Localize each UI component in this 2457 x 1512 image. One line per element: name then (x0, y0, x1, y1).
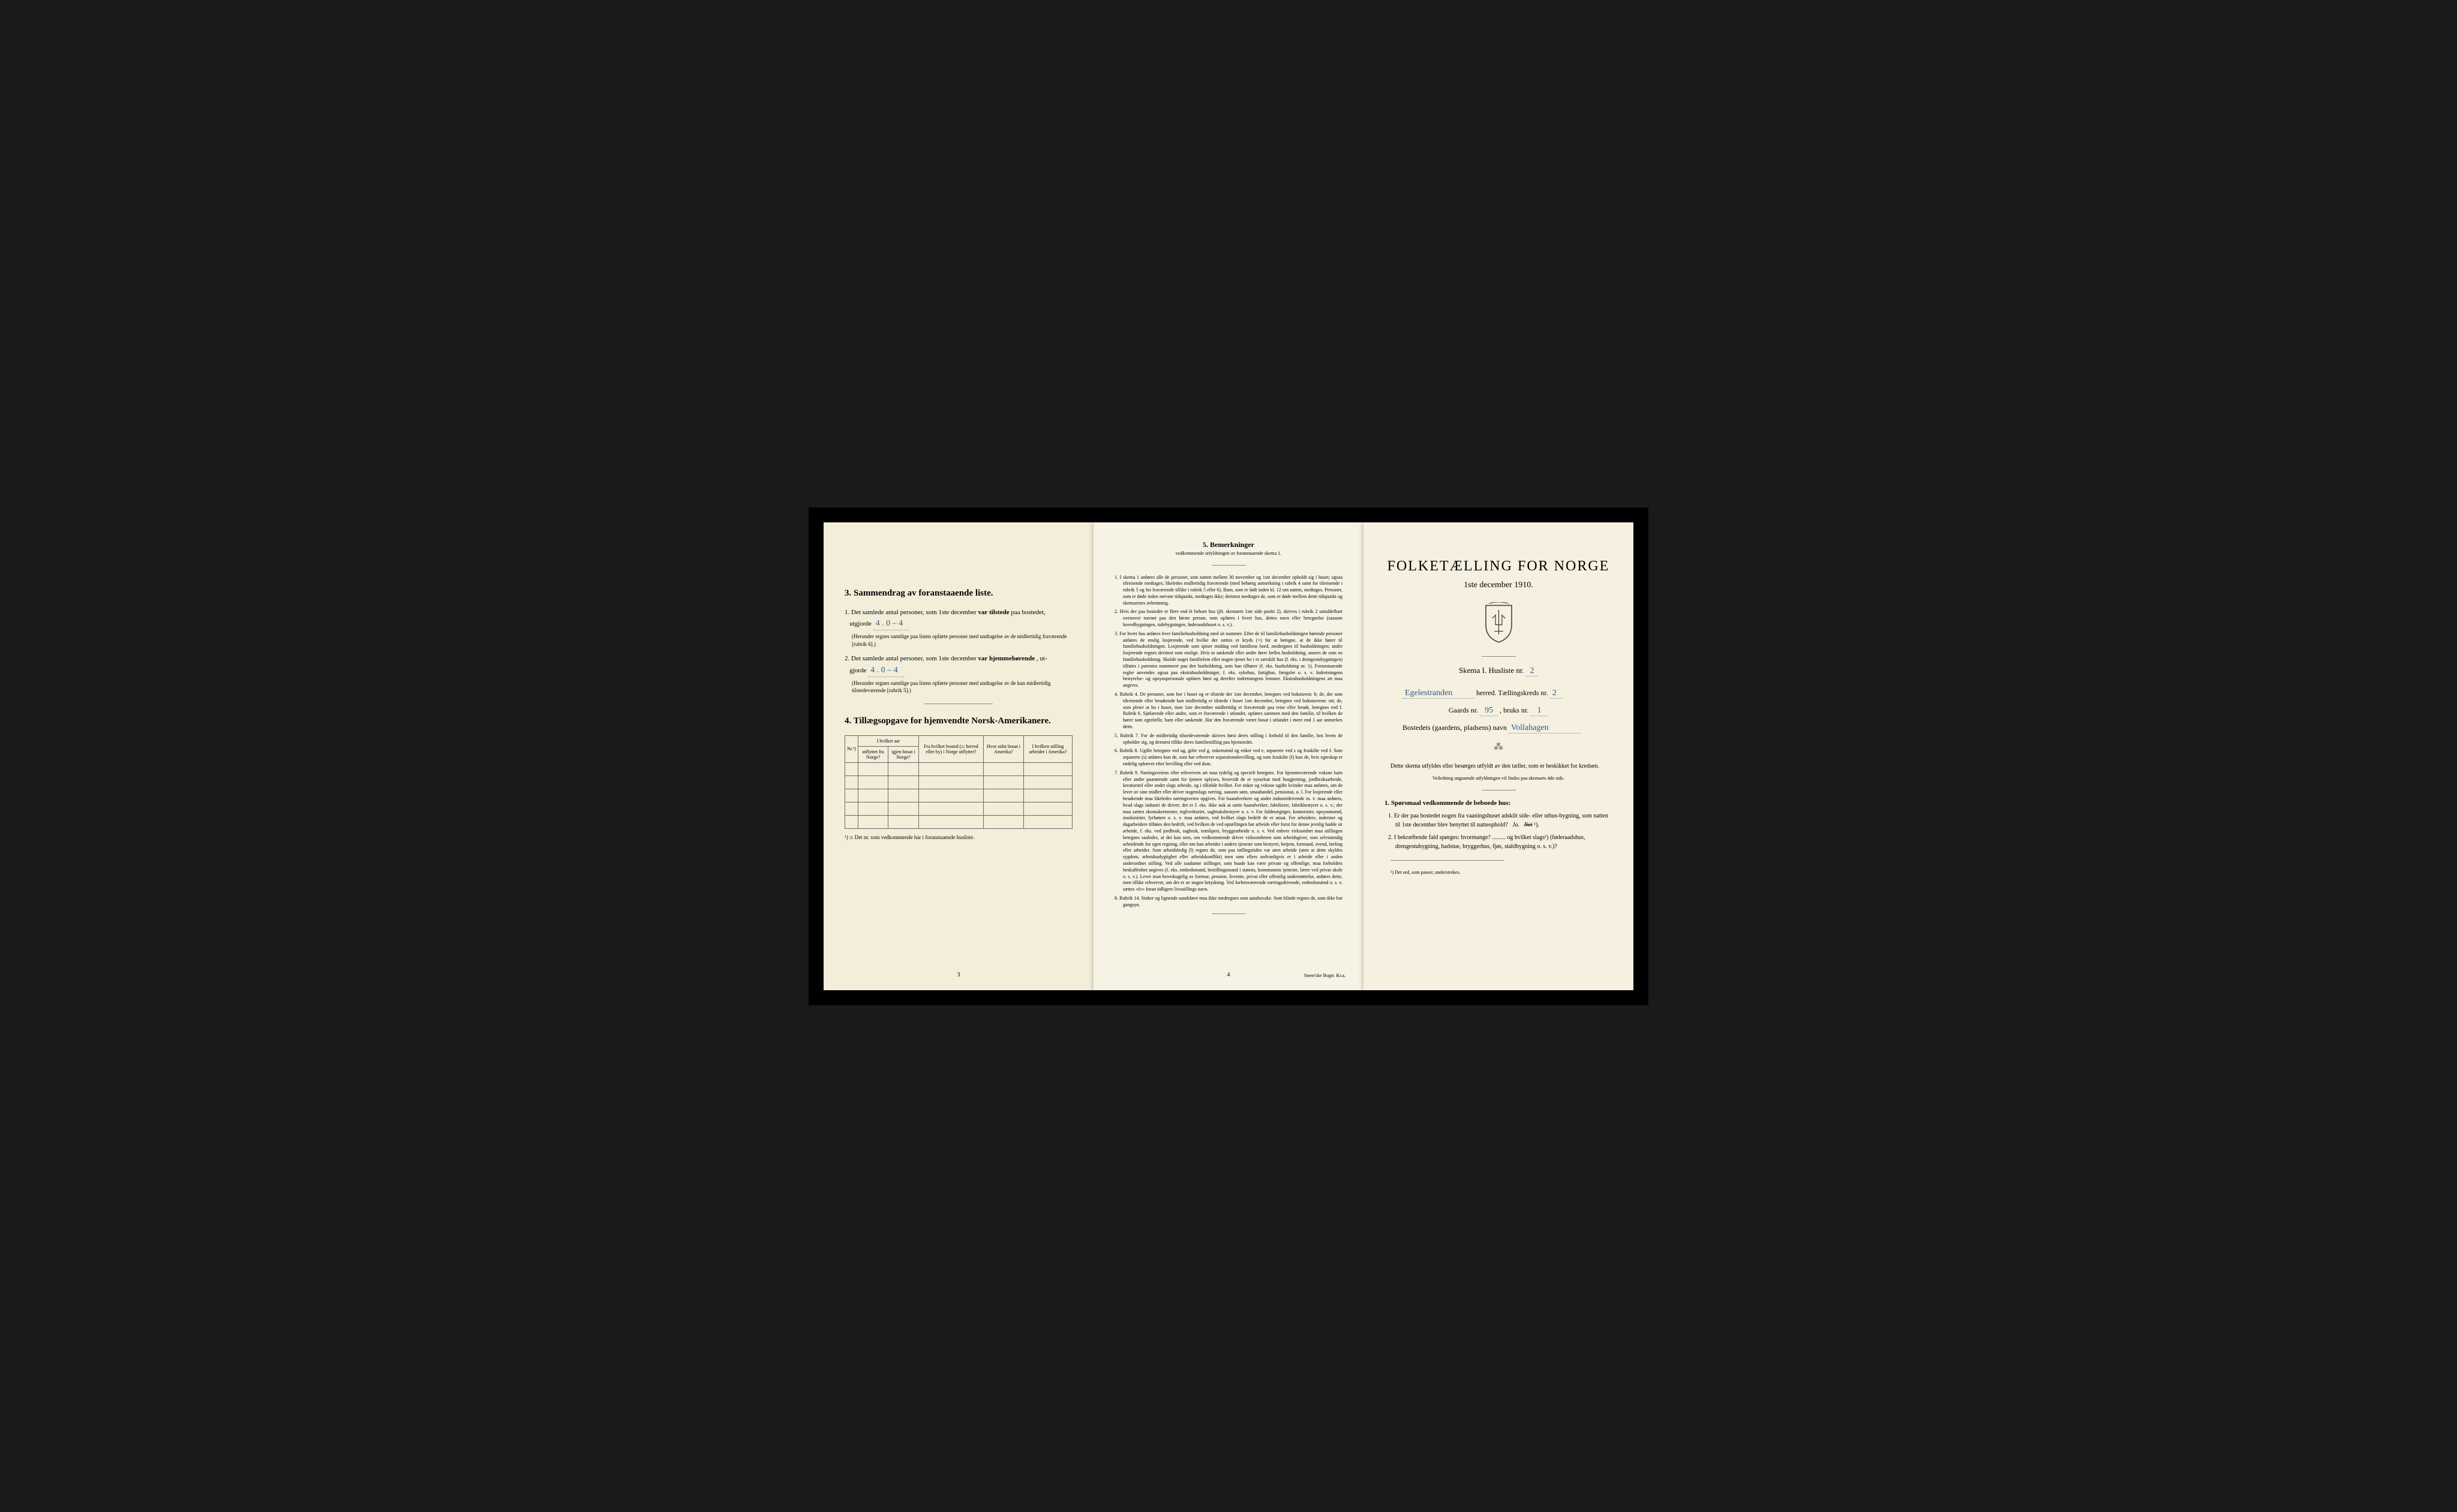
bemerkning-item: 2. Hvis der paa bostedet er flere end ét… (1115, 609, 1342, 628)
col-stilling: I hvilken stilling arbeidet i Amerika? (1024, 735, 1073, 762)
gaards-nr: 95 (1480, 706, 1498, 716)
table-row (845, 789, 1073, 802)
table-row (845, 815, 1073, 828)
herred-line: Egelestranden herred. Tællingskreds nr. … (1384, 689, 1612, 699)
page-left: 3. Sammendrag av foranstaaende liste. 1.… (824, 522, 1094, 990)
table-body (845, 762, 1073, 828)
herred-value: Egelestranden (1402, 689, 1474, 699)
item2-note: (Herunder regnes samtlige paa listen opf… (852, 680, 1073, 695)
printer-note: Steen'ske Bogtr. Kr.a. (1304, 973, 1345, 978)
bemerkning-item: 6. Rubrik 8. Ugifte betegnes ved ug, gif… (1115, 748, 1342, 767)
item2-line2: gjorde (849, 667, 866, 674)
col-amerika: Hvor sidst bosat i Amerika? (984, 735, 1024, 762)
bruks-nr: 1 (1530, 706, 1548, 716)
item1-note: (Herunder regnes samtlige paa listen opf… (852, 633, 1073, 648)
question-heading: 1. Spørsmaal vedkommende de beboede hus: (1384, 799, 1612, 807)
question-2: 2. I bekræftende fald spørges: hvormange… (1395, 833, 1612, 851)
bosted-line: Bostedets (gaardens, pladsens) navn Voll… (1384, 723, 1612, 734)
bemerkning-item: 4. Rubrik 4. De personer, som bor i huse… (1115, 692, 1342, 731)
gaards-line: Gaards nr. 95 , bruks nr. 1 (1384, 706, 1612, 716)
gaards-label: Gaards nr. (1449, 706, 1478, 714)
coat-of-arms-icon (1384, 602, 1612, 647)
table-row (845, 762, 1073, 775)
divider (1212, 565, 1246, 566)
page-number-left: 3 (957, 972, 960, 978)
question-1: 1. Er der paa bostedet nogen fra vaaning… (1395, 811, 1612, 829)
divider (1482, 656, 1516, 657)
page-middle: 5. Bemerkninger vedkommende utfyldningen… (1094, 522, 1363, 990)
bemerkning-item: 3. For hvert hus anføres hver familiehus… (1115, 631, 1342, 689)
table-row (845, 775, 1073, 789)
document-container: 3. Sammendrag av foranstaaende liste. 1.… (809, 507, 1648, 1005)
bemerkning-item: 1. I skema 1 anføres alle de personer, s… (1115, 575, 1342, 607)
middle-content: 1. I skema 1 anføres alle de personer, s… (1115, 575, 1342, 909)
section3-title: 3. Sammendrag av foranstaaende liste. (845, 588, 1073, 599)
page-right: FOLKETÆLLING FOR NORGE 1ste december 191… (1363, 522, 1633, 990)
section4-footnote: ¹) ɔ: Det nr. som vedkommende har i fora… (845, 834, 1073, 841)
col-utflyttet: utflyttet fra Norge? (858, 746, 888, 762)
q1-text: 1. Er der paa bostedet nogen fra vaaning… (1388, 813, 1608, 828)
main-title: FOLKETÆLLING FOR NORGE (1384, 558, 1612, 575)
bosted-label: Bostedets (gaardens, pladsens) navn (1402, 723, 1507, 732)
item2-value: 4 . 0 – 4 (868, 664, 904, 677)
bruks-label: , bruks nr. (1500, 706, 1528, 714)
herred-suffix: herred. Tællingskreds nr. (1476, 689, 1548, 697)
q1-ja: Ja. (1512, 822, 1519, 828)
section3-item2: 2. Det samlede antal personer, som 1ste … (845, 654, 1073, 695)
date-subtitle: 1ste december 1910. (1384, 581, 1612, 590)
section4-table: Nr.¹) I hvilket aar Fra hvilket bosted (… (845, 735, 1073, 829)
instruction-sub: Veiledning angaaende utfyldningen vil fi… (1384, 775, 1612, 781)
skema-label: Skema I. Husliste nr. (1459, 666, 1524, 675)
item1-line2: utgjorde (849, 620, 872, 627)
bemerkning-item: 5. Rubrik 7. For de midlertidig tilstede… (1115, 733, 1342, 746)
col-aar-group: I hvilket aar (858, 735, 919, 746)
divider (1212, 913, 1246, 914)
item1-suffix: paa bostedet, (1011, 609, 1045, 616)
item2-prefix: 2. Det samlede antal personer, som 1ste … (845, 655, 978, 662)
col-nr: Nr.¹) (845, 735, 858, 762)
divider (1390, 860, 1504, 861)
section4-title: 4. Tillægsopgave for hjemvendte Norsk-Am… (845, 716, 1073, 726)
right-footnote: ¹) Det ord, som passer, understrekes. (1384, 870, 1612, 875)
q1-suffix: ¹). (1534, 822, 1539, 828)
item1-value: 4 . 0 – 4 (873, 617, 909, 630)
bemerkning-item: 7. Rubrik 9. Næringsveiens eller erhverv… (1115, 770, 1342, 893)
table-row (845, 802, 1073, 815)
middle-subtitle: vedkommende utfyldningen av foranstaaend… (1115, 551, 1342, 556)
skema-line: Skema I. Husliste nr. 2 (1384, 666, 1612, 677)
middle-title: 5. Bemerkninger (1115, 540, 1342, 549)
q1-nei: Nei (1524, 822, 1533, 828)
col-igjen: igjen bosat i Norge? (888, 746, 919, 762)
item2-bold: var hjemmehørende (978, 655, 1035, 662)
page-number-middle: 4 (1227, 972, 1230, 978)
kreds-nr: 2 (1550, 689, 1562, 699)
item2-suffix: , ut- (1037, 655, 1047, 662)
col-bosted: Fra hvilket bosted (ɔ: herred eller by) … (918, 735, 983, 762)
bosted-value: Vollahagen (1509, 723, 1581, 734)
item1-bold: var tilstede (978, 609, 1010, 616)
instruction: Dette skema utfyldes eller besørges utfy… (1384, 762, 1612, 771)
section3-item1: 1. Det samlede antal personer, som 1ste … (845, 608, 1073, 648)
flourish-icon: ⁂ (1384, 741, 1612, 753)
husliste-nr: 2 (1526, 666, 1538, 677)
item1-prefix: 1. Det samlede antal personer, som 1ste … (845, 609, 978, 616)
bemerkning-item: 8. Rubrik 14. Sinker og lignende aandslø… (1115, 895, 1342, 909)
